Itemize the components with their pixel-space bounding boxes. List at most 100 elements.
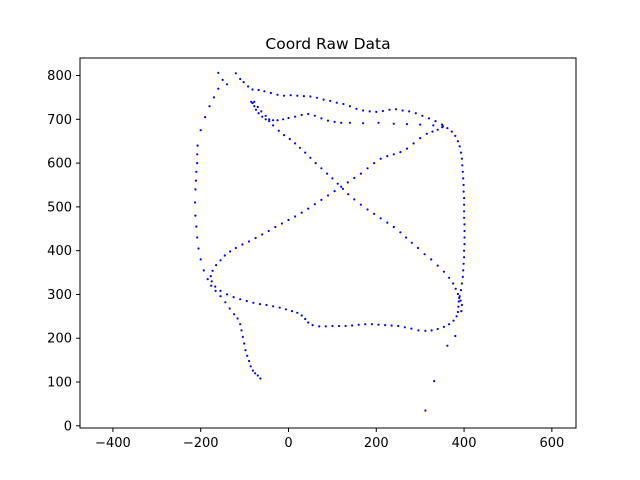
data-point: [253, 105, 256, 108]
data-point: [241, 335, 244, 338]
data-point: [247, 240, 251, 243]
y-tick-label: 500: [47, 200, 72, 215]
data-point: [423, 253, 426, 256]
data-point: [416, 246, 420, 250]
data-point: [225, 83, 229, 86]
data-point: [217, 87, 220, 90]
data-point: [210, 280, 213, 283]
data-point: [388, 108, 391, 111]
data-point: [457, 305, 460, 308]
data-point: [442, 325, 445, 328]
data-point: [460, 303, 463, 307]
y-axis: 0 100 200 300 400 500 600 700 800: [47, 69, 80, 434]
data-point: [272, 124, 275, 127]
data-point: [366, 167, 369, 170]
data-point: [287, 116, 290, 120]
data-point: [229, 250, 232, 253]
data-point: [333, 120, 336, 123]
data-point: [424, 329, 427, 332]
data-point: [223, 254, 226, 257]
data-point: [405, 123, 409, 126]
data-point: [448, 276, 451, 279]
data-point: [401, 109, 404, 112]
data-point: [421, 114, 424, 117]
data-point: [355, 107, 358, 110]
data-point: [454, 134, 457, 137]
data-point: [373, 162, 376, 165]
data-point: [461, 170, 464, 173]
data-point: [462, 262, 465, 265]
data-point: [304, 317, 307, 321]
data-point: [219, 295, 222, 298]
data-point: [341, 187, 344, 190]
data-point: [459, 299, 462, 302]
data-point: [209, 275, 212, 278]
data-point: [436, 128, 439, 131]
data-point: [264, 118, 267, 121]
data-point: [431, 130, 434, 133]
x-tick-label: 200: [364, 436, 389, 451]
data-point: [462, 183, 465, 187]
data-point: [456, 140, 459, 143]
data-point: [276, 93, 279, 96]
data-point: [309, 95, 312, 98]
data-point: [459, 289, 463, 292]
data-point: [460, 310, 463, 313]
data-point: [313, 114, 316, 117]
data-point: [294, 142, 297, 145]
data-point: [405, 147, 409, 150]
data-point: [197, 247, 200, 250]
data-point: [430, 258, 433, 261]
data-point: [320, 117, 323, 120]
y-tick-label: 400: [47, 244, 72, 259]
data-point: [258, 303, 262, 306]
data-point: [441, 123, 444, 126]
data-point: [282, 118, 285, 121]
data-point: [243, 342, 246, 345]
data-point: [463, 197, 466, 200]
data-point: [463, 256, 466, 259]
data-point: [463, 216, 466, 219]
data-point: [348, 105, 351, 108]
data-point: [446, 127, 449, 130]
data-point: [461, 275, 464, 278]
data-point: [351, 324, 354, 327]
data-point: [379, 217, 382, 220]
data-point: [296, 311, 299, 314]
data-point: [324, 325, 327, 328]
data-point: [196, 153, 199, 156]
data-point: [313, 203, 316, 206]
data-point: [392, 122, 395, 125]
data-point: [373, 212, 376, 215]
data-point: [419, 123, 422, 126]
data-point: [256, 374, 259, 377]
data-point: [194, 179, 197, 182]
data-point: [245, 299, 248, 303]
data-point: [392, 225, 395, 229]
data-point: [309, 156, 312, 159]
data-point: [214, 285, 217, 288]
data-point: [280, 222, 283, 225]
data-point: [276, 119, 279, 122]
data-point: [454, 334, 457, 338]
data-point: [193, 201, 197, 204]
data-point: [436, 264, 439, 267]
data-point: [274, 225, 277, 229]
data-point: [251, 88, 254, 91]
data-point: [259, 377, 262, 380]
data-point: [212, 96, 215, 99]
data-point: [267, 229, 270, 233]
data-point: [252, 301, 255, 304]
data-point: [344, 324, 347, 328]
data-point: [463, 249, 466, 252]
data-point: [318, 325, 321, 328]
data-point: [424, 409, 427, 412]
data-point: [288, 137, 291, 141]
data-point: [441, 126, 444, 129]
y-tick-label: 800: [47, 69, 72, 84]
data-point: [459, 151, 463, 154]
data-point: [461, 164, 464, 167]
data-point: [457, 300, 460, 303]
data-point: [458, 145, 461, 148]
x-tick-label: 400: [452, 436, 477, 451]
